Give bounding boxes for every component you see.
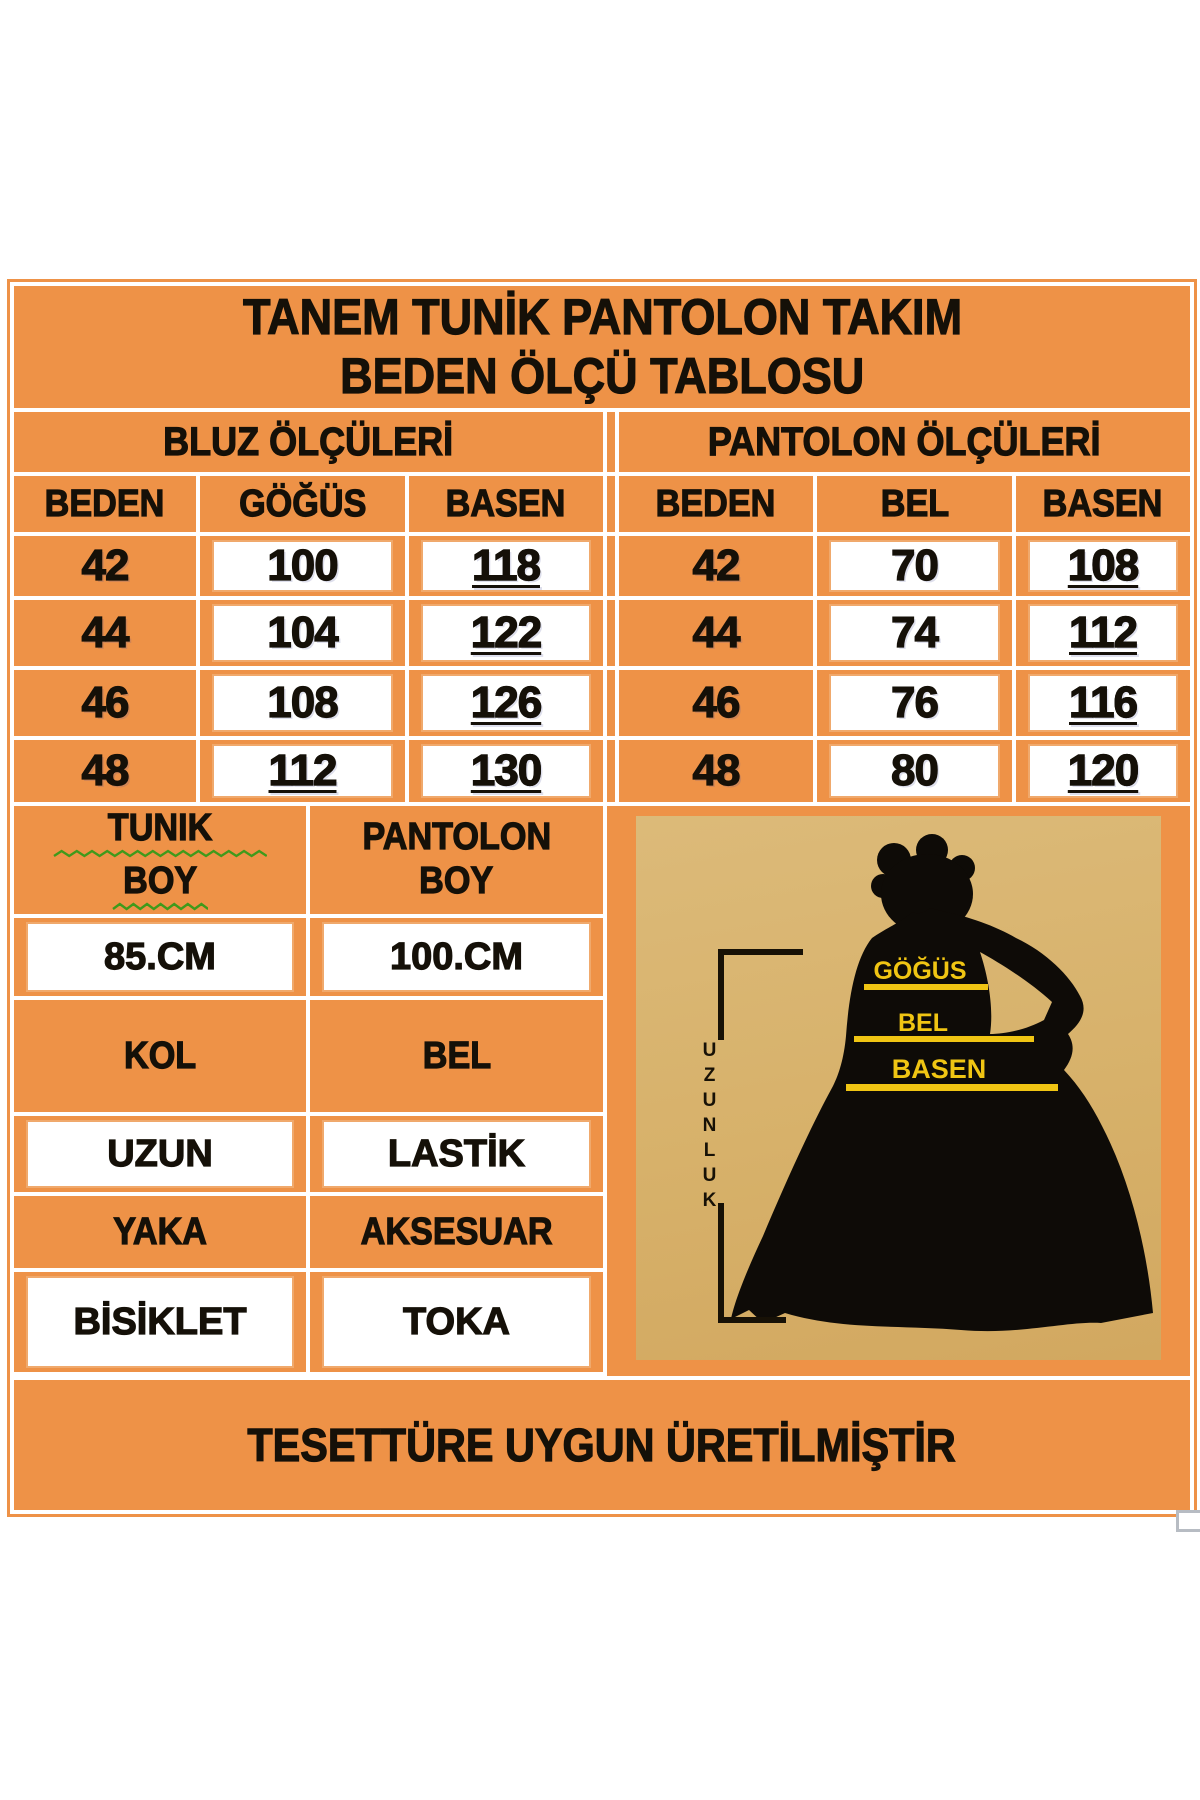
column-header-row: BEDEN GÖĞÜS BASEN BEDEN BEL BASEN	[14, 476, 1190, 532]
gogus-value: 104	[212, 604, 393, 662]
bel-value: 74	[829, 604, 1000, 662]
detail-values-row: BİSİKLET TOKA	[14, 1272, 603, 1372]
gogus-measure-line	[864, 984, 988, 990]
bel-figure-label: BEL	[898, 1009, 948, 1037]
gogus-value: 100	[212, 540, 393, 592]
footer-band: TESETTÜRE UYGUN ÜRETİLMİŞTİR	[14, 1380, 1190, 1510]
size-row-44: 44 104 122 44 74 112	[14, 600, 1190, 666]
beden-value: 44	[619, 600, 813, 666]
basen-cell: 116	[1016, 670, 1190, 736]
woman-silhouette	[731, 834, 1153, 1332]
detail-label-row: KOL BEL	[14, 1000, 603, 1112]
title-line-1: TANEM TUNİK PANTOLON TAKIM	[242, 288, 962, 345]
scan-corner-artifact	[1176, 1510, 1200, 1532]
basen-cell: 130	[409, 740, 603, 802]
gogus-value: 112	[212, 744, 393, 798]
col-header-beden-bluz: BEDEN	[14, 476, 196, 532]
beden-value: 42	[14, 536, 196, 596]
beden-value: 46	[619, 670, 813, 736]
section-header-row: BLUZ ÖLÇÜLERİ PANTOLON ÖLÇÜLERİ	[14, 412, 1190, 472]
size-row-46: 46 108 126 46 76 116	[14, 670, 1190, 736]
basen-cell: 108	[1016, 536, 1190, 596]
section-header-bluz: BLUZ ÖLÇÜLERİ	[14, 412, 603, 472]
col-header-bel: BEL	[817, 476, 1012, 532]
aksesuar-label: AKSESUAR	[310, 1196, 603, 1268]
basen-value: 120	[1028, 744, 1178, 798]
detail-header-row: TUNIK BOY PANTOLON BOY	[14, 806, 603, 914]
basen-cell: 126	[409, 670, 603, 736]
beden-value: 46	[14, 670, 196, 736]
bel-cell: 74	[817, 600, 1012, 666]
gogus-figure-label: GÖĞÜS	[873, 956, 966, 985]
basen-value: 122	[421, 604, 591, 662]
basen-value: 108	[1028, 540, 1178, 592]
bel-label: BEL	[310, 1000, 603, 1112]
basen-value: 112	[1028, 604, 1178, 662]
yaka-label: YAKA	[14, 1196, 306, 1268]
gogus-cell: 104	[200, 600, 405, 666]
basen-value: 116	[1028, 674, 1178, 732]
bel-value: 80	[829, 744, 1000, 798]
spellcheck-squiggle-icon	[53, 849, 267, 858]
size-row-48: 48 112 130 48 80 120	[14, 740, 1190, 802]
yaka-value: BİSİKLET	[26, 1276, 294, 1368]
table-title: TANEM TUNİK PANTOLON TAKIM BEDEN ÖLÇÜ TA…	[14, 286, 1190, 408]
detail-length-values-row: 85.CM 100.CM	[14, 918, 603, 996]
basen-cell: 122	[409, 600, 603, 666]
bel-cell: 70	[817, 536, 1012, 596]
size-row-42: 42 100 118 42 70 108	[14, 536, 1190, 596]
kol-value: UZUN	[26, 1120, 294, 1188]
basen-cell: 118	[409, 536, 603, 596]
tunik-boy-value: 85.CM	[26, 922, 294, 992]
footer-note: TESETTÜRE UYGUN ÜRETİLMİŞTİR	[14, 1380, 1190, 1510]
measurement-figure-cell: GÖĞÜS BEL BASEN UZUNLUK	[607, 806, 1190, 1376]
kol-label: KOL	[14, 1000, 306, 1112]
col-header-basen-pantolon: BASEN	[1016, 476, 1190, 532]
aksesuar-value: TOKA	[322, 1276, 591, 1368]
detail-label-row: YAKA AKSESUAR	[14, 1196, 603, 1268]
beden-value: 44	[14, 600, 196, 666]
section-divider	[607, 476, 615, 532]
detail-list: TUNIK BOY PANTOLON BOY 85.C	[14, 806, 603, 1376]
bel-value: LASTİK	[322, 1120, 591, 1188]
basen-cell: 120	[1016, 740, 1190, 802]
detail-header-tunik-boy: TUNIK BOY	[14, 806, 306, 914]
beden-value: 42	[619, 536, 813, 596]
gogus-cell: 108	[200, 670, 405, 736]
woman-silhouette-diagram: GÖĞÜS BEL BASEN	[718, 834, 1153, 1332]
gogus-value: 108	[212, 674, 393, 732]
lower-area: TUNIK BOY PANTOLON BOY 85.C	[14, 806, 1190, 1376]
uzunluk-bracket	[718, 949, 803, 1323]
col-header-gogus: GÖĞÜS	[200, 476, 405, 532]
detail-values-row: UZUN LASTİK	[14, 1116, 603, 1192]
bel-cell: 76	[817, 670, 1012, 736]
beden-value: 48	[619, 740, 813, 802]
basen-value: 126	[421, 674, 591, 732]
spellcheck-squiggle-icon	[112, 902, 208, 911]
size-chart-table: TANEM TUNİK PANTOLON TAKIM BEDEN ÖLÇÜ TA…	[7, 279, 1197, 1517]
title-band: TANEM TUNİK PANTOLON TAKIM BEDEN ÖLÇÜ TA…	[14, 286, 1190, 408]
col-header-basen-bluz: BASEN	[409, 476, 603, 532]
basen-cell: 112	[1016, 600, 1190, 666]
bel-measure-line	[854, 1036, 1034, 1042]
bel-value: 70	[829, 540, 1000, 592]
basen-value: 118	[421, 540, 591, 592]
bel-cell: 80	[817, 740, 1012, 802]
col-header-beden-pantolon: BEDEN	[619, 476, 813, 532]
measurement-figure: GÖĞÜS BEL BASEN UZUNLUK	[636, 816, 1161, 1360]
basen-value: 130	[421, 744, 591, 798]
title-line-2: BEDEN ÖLÇÜ TABLOSU	[339, 347, 865, 404]
gogus-cell: 112	[200, 740, 405, 802]
basen-measure-line	[846, 1084, 1058, 1091]
section-divider	[607, 412, 615, 472]
beden-value: 48	[14, 740, 196, 802]
basen-figure-label: BASEN	[892, 1054, 987, 1084]
bel-value: 76	[829, 674, 1000, 732]
detail-header-pantolon-boy: PANTOLON BOY	[310, 806, 603, 914]
uzunluk-vertical-label: UZUNLUK	[699, 1040, 720, 1215]
gogus-cell: 100	[200, 536, 405, 596]
section-header-pantolon: PANTOLON ÖLÇÜLERİ	[619, 412, 1190, 472]
pantolon-boy-value: 100.CM	[322, 922, 591, 992]
